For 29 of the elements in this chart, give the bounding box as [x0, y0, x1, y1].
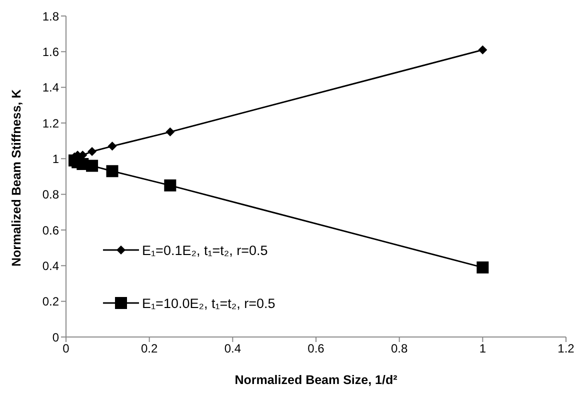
point — [166, 127, 175, 136]
x-tick-label: 1 — [479, 342, 486, 356]
y-tick-label: 0.4 — [42, 258, 60, 273]
x-axis-title: Normalized Beam Size, 1/d² — [234, 372, 398, 387]
y-tick-label: 0 — [52, 330, 60, 344]
y-tick-label: 1.2 — [42, 116, 60, 130]
point — [478, 45, 488, 54]
point — [164, 179, 176, 192]
y-tick-label: 1.6 — [42, 44, 60, 59]
y-axis-title: Normalized Beam Stiffness, K — [9, 89, 24, 266]
y-tick-label: 0.8 — [42, 188, 60, 202]
y-tick-label: 0.2 — [42, 294, 60, 309]
legend-label: E₁=10.0E₂, t₁=t₂, r=0.5 — [142, 296, 276, 310]
x-tick-label: 0 — [62, 342, 70, 356]
y-tick-label: 1.4 — [42, 80, 60, 95]
point — [88, 147, 97, 156]
x-tick-label: 0.6 — [308, 342, 325, 356]
x-tick-label: 0.8 — [390, 342, 408, 356]
x-tick-label: 1.2 — [558, 342, 575, 356]
point — [108, 142, 117, 151]
y-tick-label: 0.6 — [42, 223, 60, 238]
point — [86, 160, 98, 172]
x-tick-label: 0.4 — [224, 342, 242, 356]
legend-label: E₁=0.1E₂, t₁=t₂, r=0.5 — [142, 242, 268, 258]
y-tick-label: 1 — [52, 152, 60, 166]
x-tick-label: 0.2 — [140, 342, 158, 356]
point — [106, 165, 118, 178]
y-tick-label: 1.8 — [42, 9, 60, 24]
point — [476, 261, 489, 274]
